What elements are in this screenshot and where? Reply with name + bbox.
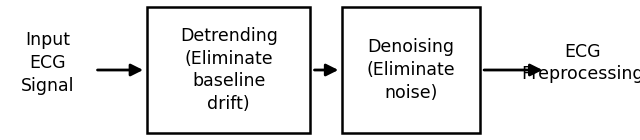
Text: Detrending
(Eliminate
baseline
drift): Detrending (Eliminate baseline drift): [180, 27, 278, 113]
Bar: [342, 7, 480, 133]
Text: Denoising
(Eliminate
noise): Denoising (Eliminate noise): [367, 38, 456, 102]
Text: ECG
Preprocessing: ECG Preprocessing: [521, 43, 640, 83]
Bar: [147, 7, 310, 133]
Text: Input
ECG
Signal: Input ECG Signal: [21, 31, 75, 95]
